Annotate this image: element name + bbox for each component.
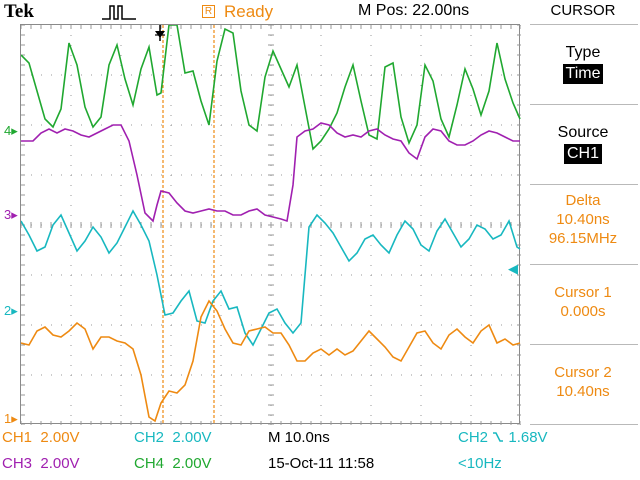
ch1-label: CH1 — [2, 429, 33, 446]
ch1-marker-label: 1 — [4, 411, 12, 426]
ch3-label: CH3 — [2, 455, 33, 472]
menu-divider — [530, 344, 638, 345]
trigger-status: Ready — [224, 2, 274, 21]
cursor-1-value: 0.000s — [560, 303, 606, 320]
ch1-ground-marker[interactable]: 1▸ — [4, 411, 18, 426]
trigger-frequency-readout: <10Hz — [458, 455, 502, 472]
trigger-ready-icon: R — [202, 5, 215, 18]
ch4-waveform — [21, 25, 521, 151]
cursor-menu: CURSOR Type Time Source CH1 Delta 10.40n… — [526, 0, 640, 480]
ch4-marker-label: 4 — [4, 123, 12, 138]
ch2-waveform — [21, 209, 521, 347]
source-label: Source — [557, 124, 609, 141]
graticule-grid — [21, 25, 521, 425]
menu-title: CURSOR — [550, 2, 616, 19]
ch4-scale: 2.00V — [172, 455, 212, 472]
ch4-label: CH4 — [134, 455, 165, 472]
type-label: Type — [565, 44, 601, 61]
menu-divider — [530, 184, 638, 185]
ch1-scale-readout: CH1 2.00V — [2, 429, 80, 447]
delta-readout: Delta 10.40ns 96.15MHz — [526, 191, 640, 248]
date-time-readout: 15-Oct-11 11:58 — [268, 455, 375, 472]
brand-logo: Tek — [4, 1, 34, 22]
menu-divider — [530, 104, 638, 105]
timebase-readout: M 10.0ns — [268, 429, 330, 446]
ch3-waveform — [21, 122, 520, 223]
top-status-bar: Tek R Ready M Pos: 22.00ns — [0, 0, 522, 24]
ch1-waveform — [21, 299, 521, 423]
type-value: Time — [562, 64, 604, 84]
waveform-display — [20, 24, 521, 425]
ch2-scale-readout: CH2 2.00V — [134, 429, 212, 447]
cursor-1-menu-button[interactable]: Cursor 1 0.000s — [526, 283, 640, 321]
ch4-ground-marker[interactable]: 4▸ — [4, 123, 18, 138]
menu-divider — [530, 24, 638, 25]
ch3-scale-readout: CH3 2.00V — [2, 455, 80, 473]
cursor-1-label: Cursor 1 — [554, 284, 612, 301]
trigger-position-icon — [155, 25, 165, 41]
ch3-marker-label: 3 — [4, 207, 12, 222]
type-menu-button[interactable]: Type Time — [526, 42, 640, 84]
source-menu-button[interactable]: Source CH1 — [526, 122, 640, 164]
trigger-level: 1.68V — [508, 429, 548, 446]
ch2-scale: 2.00V — [172, 429, 212, 446]
trigger-level-marker-icon[interactable]: ◀ — [508, 261, 518, 276]
delta-time: 10.40ns — [556, 211, 610, 228]
trigger-source: CH2 — [458, 429, 489, 446]
cursor-2-value: 10.40ns — [556, 383, 610, 400]
delta-label: Delta — [565, 192, 601, 209]
cursor-2-menu-button[interactable]: Cursor 2 10.40ns — [526, 363, 640, 401]
horizontal-position: M Pos: 22.00ns — [358, 2, 470, 19]
ch2-label: CH2 — [134, 429, 165, 446]
delta-frequency: 96.15MHz — [548, 230, 618, 247]
ch1-scale: 2.00V — [40, 429, 80, 446]
acquisition-pulse-icon — [102, 5, 136, 20]
menu-divider — [530, 264, 638, 265]
ch2-marker-label: 2 — [4, 303, 12, 318]
cursor-2-label: Cursor 2 — [554, 364, 612, 381]
trigger-readout: CH2 1.68V — [458, 429, 548, 447]
ch3-scale: 2.00V — [40, 455, 80, 472]
ch2-ground-marker[interactable]: 2▸ — [4, 303, 18, 318]
waveform-graticule — [21, 25, 521, 425]
source-value: CH1 — [563, 144, 602, 164]
menu-divider — [530, 424, 638, 425]
ch4-scale-readout: CH4 2.00V — [134, 455, 212, 473]
falling-edge-icon — [493, 432, 504, 442]
ch3-ground-marker[interactable]: 3▸ — [4, 207, 18, 222]
